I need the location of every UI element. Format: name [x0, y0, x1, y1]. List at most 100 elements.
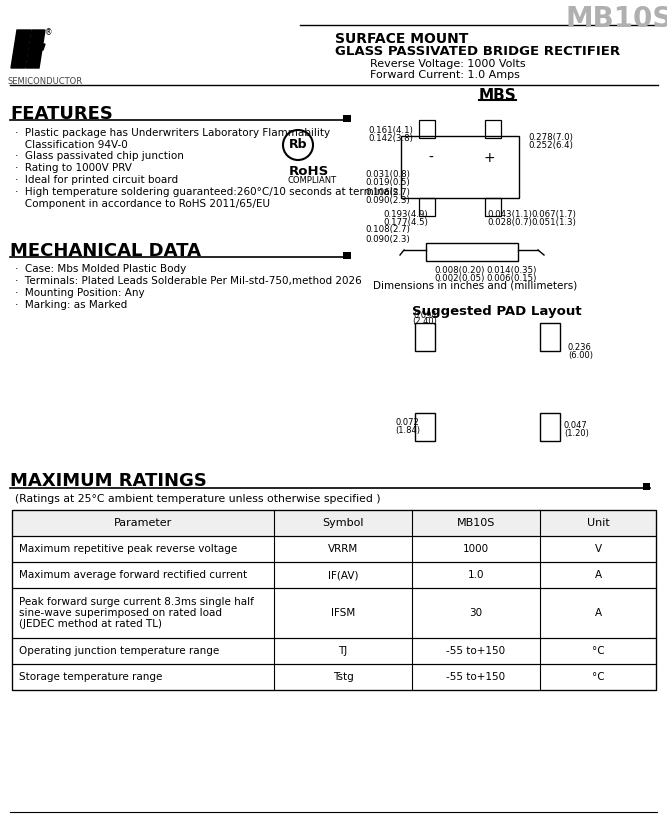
- Text: MB10S: MB10S: [457, 518, 495, 528]
- Text: ·  Glass passivated chip junction: · Glass passivated chip junction: [15, 151, 184, 161]
- Text: -55 to+150: -55 to+150: [446, 646, 506, 656]
- Text: SEMICONDUCTOR: SEMICONDUCTOR: [8, 77, 83, 86]
- Text: ·  Terminals: Plated Leads Solderable Per Mil-std-750,method 2026: · Terminals: Plated Leads Solderable Per…: [15, 276, 362, 286]
- Bar: [419, 198, 435, 216]
- Text: 0.072: 0.072: [395, 418, 419, 427]
- Text: MBS: MBS: [478, 88, 516, 103]
- Text: Dimensions in inches and (millimeters): Dimensions in inches and (millimeters): [373, 281, 577, 291]
- Text: 1.0: 1.0: [468, 570, 484, 580]
- Text: SURFACE MOUNT: SURFACE MOUNT: [335, 32, 468, 46]
- Text: 0.252(6.4): 0.252(6.4): [528, 141, 573, 150]
- Text: (1.20): (1.20): [564, 429, 589, 438]
- Text: MECHANICAL DATA: MECHANICAL DATA: [10, 242, 201, 260]
- Text: ·  Marking: as Marked: · Marking: as Marked: [15, 300, 127, 310]
- Polygon shape: [26, 30, 45, 68]
- Text: Rb: Rb: [289, 138, 307, 151]
- Text: Tstg: Tstg: [333, 672, 354, 682]
- Text: ·  High temperature soldering guaranteed:260°C/10 seconds at terminals: · High temperature soldering guaranteed:…: [15, 187, 398, 197]
- Text: Storage temperature range: Storage temperature range: [19, 672, 162, 682]
- Text: Forward Current: 1.0 Amps: Forward Current: 1.0 Amps: [370, 70, 520, 80]
- Bar: [540, 323, 560, 351]
- Text: 0.019(0.5): 0.019(0.5): [365, 178, 410, 187]
- Text: Classification 94V-0: Classification 94V-0: [15, 140, 128, 150]
- Text: -: -: [429, 151, 434, 165]
- Bar: [12, 638, 656, 664]
- Bar: [12, 562, 656, 588]
- Text: A: A: [594, 608, 602, 618]
- Text: 0.028(0.7): 0.028(0.7): [487, 218, 532, 227]
- Text: 1000: 1000: [463, 544, 489, 554]
- Text: Maximum repetitive peak reverse voltage: Maximum repetitive peak reverse voltage: [19, 544, 237, 554]
- Text: 0.047: 0.047: [564, 421, 588, 430]
- Text: Unit: Unit: [586, 518, 610, 528]
- Bar: [643, 483, 650, 490]
- Text: (JEDEC method at rated TL): (JEDEC method at rated TL): [19, 619, 162, 629]
- Bar: [12, 510, 656, 690]
- Text: 0.002(0.05): 0.002(0.05): [434, 274, 484, 283]
- Bar: [343, 252, 351, 259]
- Text: sine-wave superimposed on rated load: sine-wave superimposed on rated load: [19, 608, 222, 618]
- Text: ·  Plastic package has Underwriters Laboratory Flammability: · Plastic package has Underwriters Labor…: [15, 128, 330, 138]
- Text: 0.043(1.1): 0.043(1.1): [487, 210, 532, 219]
- Text: V: V: [594, 544, 602, 554]
- Bar: [415, 413, 435, 441]
- Bar: [540, 413, 560, 441]
- Text: COMPLIANT: COMPLIANT: [287, 176, 336, 185]
- Bar: [485, 198, 501, 216]
- Text: (1.84): (1.84): [395, 426, 420, 435]
- Text: MAXIMUM RATINGS: MAXIMUM RATINGS: [10, 472, 207, 490]
- Text: Reverse Voltage: 1000 Volts: Reverse Voltage: 1000 Volts: [370, 59, 526, 69]
- Bar: [401, 136, 519, 198]
- Text: (6.00): (6.00): [568, 351, 593, 360]
- Text: 0.161(4.1): 0.161(4.1): [368, 126, 413, 135]
- Text: 0.031(0.8): 0.031(0.8): [365, 170, 410, 179]
- Text: Parameter: Parameter: [114, 518, 172, 528]
- Text: VRRM: VRRM: [328, 544, 358, 554]
- Text: 0.008(0.20): 0.008(0.20): [434, 266, 484, 275]
- Text: ·  Rating to 1000V PRV: · Rating to 1000V PRV: [15, 163, 132, 173]
- Text: 0.090(2.3): 0.090(2.3): [365, 235, 410, 244]
- Text: 0.236: 0.236: [568, 343, 592, 352]
- Text: 0.106(2.7): 0.106(2.7): [365, 188, 410, 197]
- Text: 0.067(1.7): 0.067(1.7): [531, 210, 576, 219]
- Text: +: +: [483, 151, 495, 165]
- Text: °C: °C: [592, 646, 604, 656]
- Bar: [343, 115, 351, 122]
- Text: Suggested PAD Layout: Suggested PAD Layout: [412, 305, 582, 318]
- Polygon shape: [29, 44, 45, 50]
- Polygon shape: [11, 30, 31, 68]
- Bar: [485, 120, 501, 138]
- Text: IF(AV): IF(AV): [327, 570, 358, 580]
- Bar: [12, 536, 656, 562]
- Text: ·  Ideal for printed circuit board: · Ideal for printed circuit board: [15, 175, 178, 185]
- Bar: [12, 588, 656, 638]
- Bar: [12, 664, 656, 690]
- Text: ®: ®: [45, 28, 53, 37]
- Text: 0.142(3.8): 0.142(3.8): [368, 134, 413, 143]
- Text: 0.094: 0.094: [413, 311, 437, 320]
- Text: ·  Mounting Position: Any: · Mounting Position: Any: [15, 288, 145, 298]
- Text: 0.278(7.0): 0.278(7.0): [528, 133, 573, 142]
- Text: 0.051(1.3): 0.051(1.3): [531, 218, 576, 227]
- Text: (Ratings at 25°C ambient temperature unless otherwise specified ): (Ratings at 25°C ambient temperature unl…: [15, 494, 381, 504]
- Text: 0.177(4.5): 0.177(4.5): [383, 218, 428, 227]
- Text: MB10S: MB10S: [565, 5, 667, 33]
- Bar: [415, 323, 435, 351]
- Text: -55 to+150: -55 to+150: [446, 672, 506, 682]
- Text: 0.193(4.9): 0.193(4.9): [383, 210, 428, 219]
- Bar: [419, 120, 435, 138]
- Text: (2.40): (2.40): [413, 317, 438, 326]
- Text: °C: °C: [592, 672, 604, 682]
- Text: A: A: [594, 570, 602, 580]
- Text: 0.108(2.7): 0.108(2.7): [365, 225, 410, 234]
- Text: 0.090(2.3): 0.090(2.3): [365, 196, 410, 205]
- Bar: [12, 510, 656, 536]
- Text: Peak forward surge current 8.3ms single half: Peak forward surge current 8.3ms single …: [19, 597, 254, 607]
- Text: ·  Case: Mbs Molded Plastic Body: · Case: Mbs Molded Plastic Body: [15, 264, 186, 274]
- Bar: [426, 243, 518, 261]
- Text: 0.014(0.35): 0.014(0.35): [486, 266, 536, 275]
- Text: Component in accordance to RoHS 2011/65/EU: Component in accordance to RoHS 2011/65/…: [15, 199, 270, 209]
- Text: TJ: TJ: [338, 646, 348, 656]
- Text: RoHS: RoHS: [289, 165, 329, 178]
- Text: Operating junction temperature range: Operating junction temperature range: [19, 646, 219, 656]
